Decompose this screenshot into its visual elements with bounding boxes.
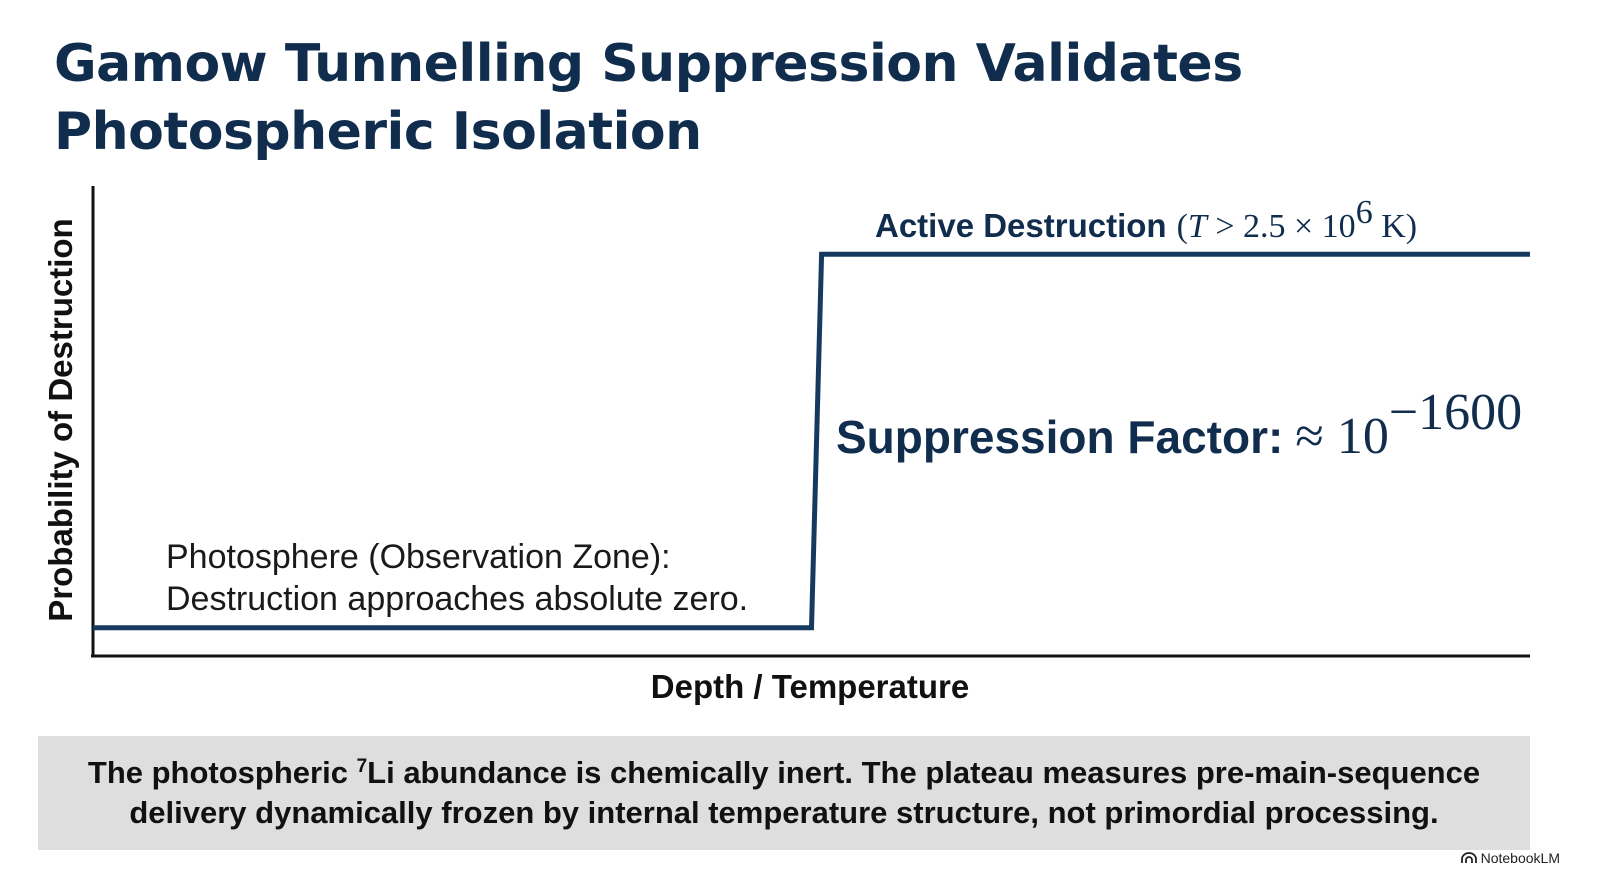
suppression-factor-annotation: Suppression Factor: ≈ 10−1600: [836, 384, 1522, 465]
active-destruction-condition-unit: K): [1373, 208, 1417, 245]
slide-title: Gamow Tunnelling Suppression Validates P…: [54, 30, 1243, 166]
destruction-probability-chart: Probability of Destruction Depth / Tempe…: [42, 186, 1530, 705]
notebooklm-logo-icon: [1460, 852, 1477, 863]
destruction-probability-line-1: [93, 251, 1530, 631]
active-destruction-condition-relation: > 2.5 × 10: [1207, 208, 1356, 245]
slide-title-line-1: Gamow Tunnelling Suppression Validates: [54, 34, 1243, 94]
active-destruction-label: Active Destruction: [875, 207, 1167, 244]
conclusion-callout: The photospheric 7Li abundance is chemic…: [38, 736, 1530, 850]
photosphere-annotation-line-1: Photosphere (Observation Zone):: [166, 538, 671, 576]
y-axis-label: Probability of Destruction: [42, 218, 79, 621]
suppression-factor-value: ≈ 10: [1295, 408, 1389, 465]
photosphere-annotation-line-2: Destruction approaches absolute zero.: [166, 580, 748, 618]
slide-title-line-2: Photospheric Isolation: [54, 102, 702, 162]
suppression-factor-label: Suppression Factor:: [836, 411, 1283, 463]
isotope-mass-number: 7: [356, 756, 368, 777]
suppression-factor-exponent: −1600: [1389, 384, 1522, 441]
conclusion-line-1-rest: Li abundance is chemically inert. The pl…: [367, 755, 1481, 790]
conclusion-line-1: The photospheric 7Li abundance is chemic…: [88, 753, 1480, 793]
conclusion-line-1-prefix: The photospheric: [87, 755, 357, 790]
brand-label: NotebookLM: [1480, 850, 1560, 866]
photosphere-annotation: Photosphere (Observation Zone): Destruct…: [166, 538, 748, 618]
active-destruction-condition-open: (: [1177, 208, 1188, 245]
active-destruction-annotation: Active Destruction (T > 2.5 × 106 K): [875, 194, 1417, 245]
conclusion-line-2: delivery dynamically frozen by internal …: [129, 795, 1439, 830]
active-destruction-condition-t: T: [1188, 208, 1209, 245]
active-destruction-condition-exponent: 6: [1356, 194, 1373, 231]
brand-watermark: NotebookLM: [1460, 850, 1560, 866]
x-axis-label: Depth / Temperature: [651, 668, 969, 705]
series-layer: [93, 251, 1530, 631]
